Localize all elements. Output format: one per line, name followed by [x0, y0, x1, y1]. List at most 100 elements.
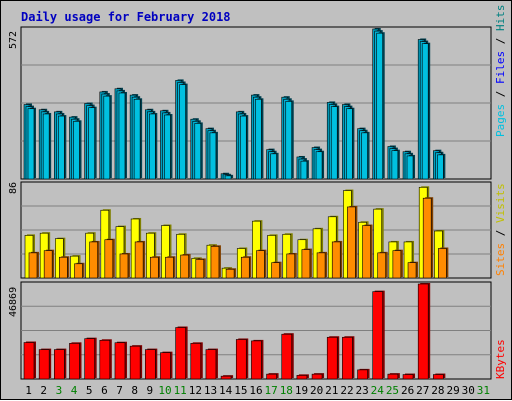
x-tick-label: 15	[234, 384, 247, 397]
sites-bar	[392, 250, 402, 279]
x-tick-label: 13	[204, 384, 217, 397]
sites-bar	[28, 252, 38, 279]
kbytes-bar	[433, 374, 444, 380]
panel-2-legend: Sites / Visits	[494, 183, 507, 276]
pages-bar	[42, 113, 50, 180]
sites-bar	[377, 252, 387, 279]
panel-3-legend: KBytes	[494, 339, 507, 379]
x-tick-label: 23	[356, 384, 369, 397]
kbytes-bar	[296, 375, 308, 380]
legend-label: /	[494, 31, 507, 51]
kbytes-bar	[190, 343, 202, 380]
chart-title: Daily usage for February 2018	[21, 10, 231, 24]
x-tick-label: 8	[131, 384, 138, 397]
x-tick-label: 25	[386, 384, 399, 397]
kbytes-bar	[54, 349, 65, 380]
x-tick-label: 7	[116, 384, 123, 397]
pages-bar	[224, 175, 232, 180]
kbytes-bar	[251, 340, 262, 380]
x-tick-label: 6	[101, 384, 108, 397]
pages-bar	[73, 121, 80, 180]
pages-bar	[88, 107, 95, 180]
legend-label: /	[494, 84, 507, 104]
x-tick-label: 21	[325, 384, 338, 397]
x-tick-label: 30	[462, 384, 475, 397]
kbytes-bar	[266, 373, 277, 380]
kbytes-bar	[372, 291, 384, 380]
kbytes-bar	[387, 373, 399, 380]
panel-1-legend: Pages / Files / Hits	[494, 5, 507, 138]
x-tick-label: 4	[71, 384, 78, 397]
sites-bar	[74, 263, 83, 279]
x-tick-label: 29	[446, 384, 459, 397]
sites-bar	[286, 253, 296, 279]
pages-bar	[239, 115, 247, 180]
sites-bar	[59, 256, 68, 279]
sites-bar	[422, 197, 432, 279]
x-tick-label: 11	[174, 384, 187, 397]
kbytes-bar	[84, 338, 95, 380]
x-tick-label: 1	[25, 384, 32, 397]
kbytes-bar	[342, 336, 353, 380]
kbytes-bar	[69, 343, 80, 380]
sites-bar	[104, 239, 114, 279]
pages-bar	[148, 113, 156, 180]
sites-bar	[149, 256, 159, 279]
sites-bar	[134, 241, 144, 279]
pages-bar	[209, 132, 217, 180]
legend-label: Files	[494, 51, 507, 84]
kbytes-bar	[326, 336, 338, 380]
x-tick-label: 17	[265, 384, 278, 397]
sites-bar	[210, 246, 220, 279]
kbytes-bar	[205, 349, 217, 380]
sites-bar	[407, 262, 417, 279]
x-tick-label: 22	[340, 384, 353, 397]
kbytes-bar	[38, 349, 50, 380]
x-tick-label: 26	[401, 384, 414, 397]
pages-bar	[315, 151, 323, 180]
x-tick-label: 12	[189, 384, 202, 397]
pages-bar	[27, 108, 35, 180]
pages-bar	[118, 92, 126, 180]
x-tick-label: 19	[295, 384, 308, 397]
sites-bar	[331, 241, 341, 279]
kbytes-bar	[144, 349, 156, 380]
sites-bar	[225, 268, 235, 279]
sites-bar	[362, 225, 371, 279]
kbytes-bar	[311, 373, 323, 380]
kbytes-bar	[99, 339, 111, 380]
pages-bar	[179, 84, 186, 180]
pages-bar	[300, 160, 308, 180]
pages-bar	[164, 114, 171, 180]
pages-bar	[391, 150, 399, 180]
pages-bar	[376, 32, 384, 180]
sites-bar	[316, 252, 326, 279]
pages-bar	[285, 101, 293, 180]
panel-2-ymax: 86	[8, 182, 19, 194]
x-tick-label: 14	[219, 384, 233, 397]
x-tick-label: 31	[477, 384, 490, 397]
x-tick-label: 18	[280, 384, 293, 397]
panel-3-ymax: 46869	[8, 287, 19, 317]
x-tick-label: 20	[310, 384, 323, 397]
x-tick-label: 27	[416, 384, 429, 397]
x-tick-label: 16	[249, 384, 262, 397]
x-tick-label: 24	[371, 384, 385, 397]
kbytes-bar	[114, 342, 126, 380]
x-tick-label: 3	[56, 384, 63, 397]
kbytes-bar	[175, 327, 186, 380]
sites-bar	[301, 249, 311, 279]
kbytes-bar	[220, 375, 232, 380]
pages-bar	[133, 98, 141, 180]
sites-bar	[119, 253, 129, 279]
x-tick-label: 2	[40, 384, 47, 397]
panel-1-ymax: 572	[8, 31, 19, 49]
x-tick-label: 9	[147, 384, 154, 397]
pages-bar	[270, 153, 277, 180]
sites-bar	[195, 259, 205, 279]
legend-label: Pages	[494, 104, 507, 137]
pages-bar	[346, 108, 353, 180]
legend-label: /	[494, 223, 507, 243]
